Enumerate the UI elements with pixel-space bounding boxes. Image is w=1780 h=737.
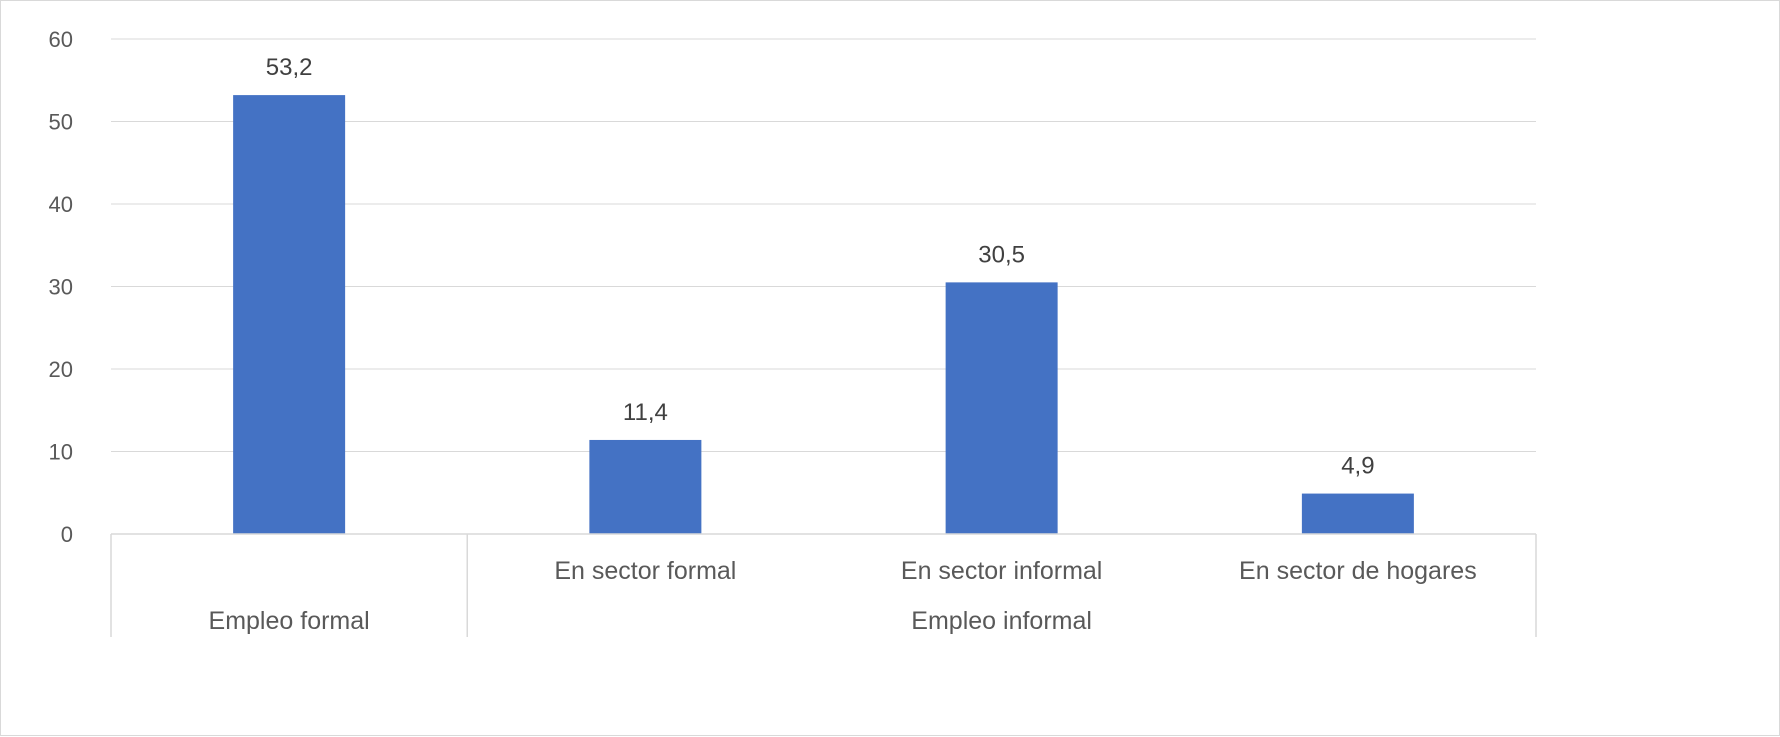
y-tick-label: 20 bbox=[49, 357, 73, 382]
data-label: 4,9 bbox=[1341, 453, 1374, 480]
x-category-label: En sector formal bbox=[554, 557, 736, 585]
bar bbox=[945, 282, 1058, 534]
data-label: 53,2 bbox=[266, 54, 313, 81]
x-group-label: Empleo informal bbox=[911, 607, 1092, 635]
data-label: 30,5 bbox=[978, 241, 1025, 268]
x-category-label: En sector informal bbox=[901, 557, 1102, 585]
y-tick-label: 60 bbox=[49, 27, 73, 52]
y-tick-label: 30 bbox=[49, 275, 73, 300]
y-axis-ticks: 0 10 20 30 40 50 60 bbox=[49, 27, 73, 547]
x-group-label: Empleo formal bbox=[209, 607, 370, 635]
bar bbox=[233, 95, 346, 534]
gridlines bbox=[111, 38, 1536, 452]
x-axis: En sector formal En sector informal En sec… bbox=[110, 533, 1537, 637]
x-category-label: En sector de hogares bbox=[1239, 557, 1477, 585]
bars bbox=[233, 95, 1414, 534]
data-label: 11,4 bbox=[623, 399, 668, 426]
bar bbox=[589, 439, 702, 534]
y-tick-label: 50 bbox=[49, 110, 73, 135]
y-tick-label: 0 bbox=[61, 522, 73, 547]
y-tick-label: 10 bbox=[49, 440, 73, 465]
data-labels: 53,2 11,4 30,5 4,9 bbox=[266, 54, 1375, 479]
y-tick-label: 40 bbox=[49, 192, 73, 217]
bar bbox=[1301, 493, 1414, 534]
